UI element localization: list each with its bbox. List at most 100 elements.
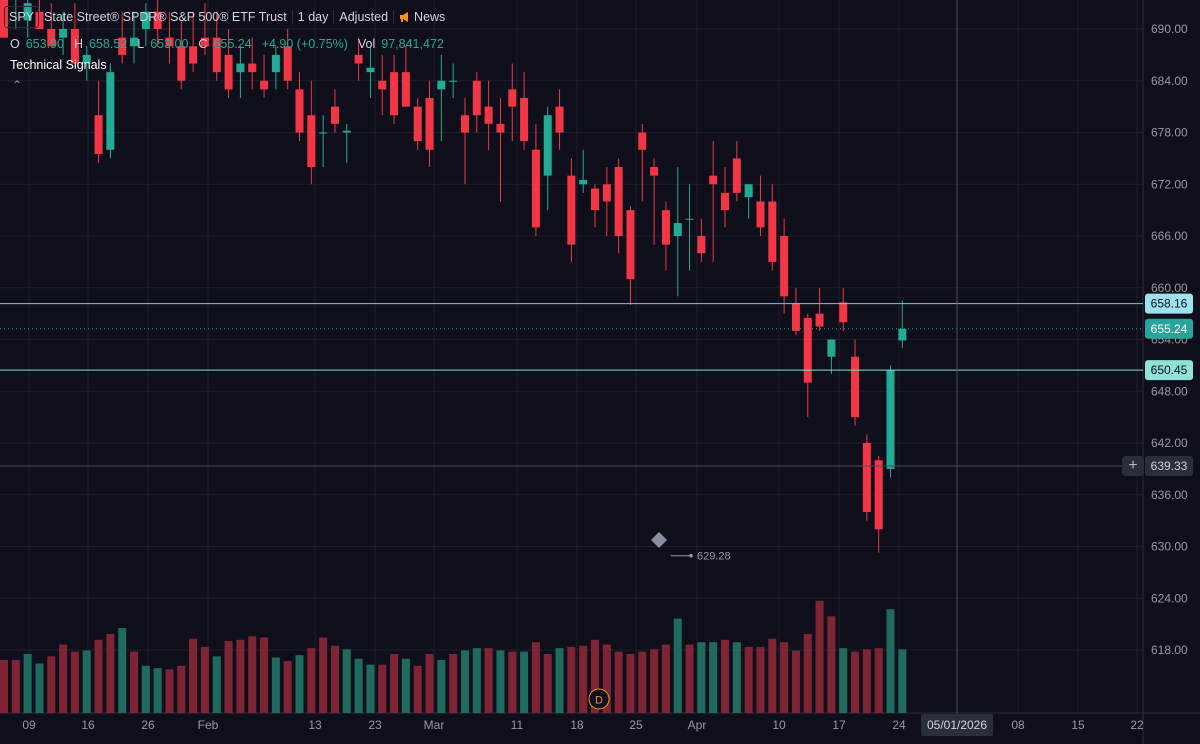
chevron-up-icon[interactable]: ⌃: [12, 78, 23, 92]
candle-body[interactable]: [508, 89, 517, 107]
candle-body[interactable]: [271, 54, 280, 73]
candle-body[interactable]: [815, 313, 824, 327]
candle-body[interactable]: [898, 328, 907, 341]
y-tick-label: 660.00: [1151, 281, 1188, 295]
candle-body[interactable]: [248, 63, 257, 73]
candle-body[interactable]: [851, 356, 860, 418]
candle-body[interactable]: [496, 123, 505, 133]
candle-body[interactable]: [626, 210, 635, 280]
close-value: 655.24: [213, 37, 252, 51]
candle-body[interactable]: [212, 37, 221, 73]
candle-body[interactable]: [236, 63, 245, 73]
candle-body[interactable]: [35, 11, 44, 29]
candle-body[interactable]: [531, 149, 540, 228]
candle-body[interactable]: [685, 218, 694, 220]
candle-body[interactable]: [307, 115, 316, 167]
candle-body[interactable]: [165, 37, 174, 47]
candle-body[interactable]: [602, 184, 611, 202]
interval-label[interactable]: 1 day: [297, 10, 329, 24]
candle-body[interactable]: [862, 443, 871, 512]
candle-body[interactable]: [283, 46, 292, 81]
candle-body[interactable]: [555, 106, 564, 133]
add-alert-button[interactable]: +: [1122, 456, 1144, 476]
symbol-ticker[interactable]: SPY: [4, 6, 40, 28]
candle-body[interactable]: [118, 37, 127, 55]
x-tick-label: 25: [629, 718, 643, 732]
candle-body[interactable]: [59, 29, 68, 38]
candle-body[interactable]: [460, 115, 469, 133]
candle-body[interactable]: [744, 184, 753, 198]
x-tick-label: 26: [141, 718, 155, 732]
indicator-label[interactable]: Technical Signals: [10, 58, 107, 72]
adjustment-label[interactable]: Adjusted: [339, 10, 389, 24]
diamond-marker[interactable]: [651, 532, 667, 548]
candle-body[interactable]: [378, 80, 387, 90]
candle-body[interactable]: [591, 188, 599, 211]
volume-value: 97,841,472: [381, 37, 444, 51]
candle-body[interactable]: [768, 201, 777, 262]
candle-body[interactable]: [791, 303, 800, 331]
candle-body[interactable]: [721, 192, 730, 211]
candle-body[interactable]: [839, 302, 848, 323]
news-button[interactable]: News: [394, 7, 450, 27]
candle-body[interactable]: [543, 115, 552, 176]
low-label: L: [137, 37, 145, 51]
candle-body[interactable]: [70, 29, 79, 64]
candle-body[interactable]: [106, 72, 115, 150]
candle-body[interactable]: [638, 132, 647, 150]
candle-body[interactable]: [425, 98, 434, 150]
volume-bar: [626, 654, 635, 713]
candle-body[interactable]: [153, 11, 162, 29]
candle-body[interactable]: [567, 175, 576, 245]
candle-body[interactable]: [673, 223, 682, 236]
candle-body[interactable]: [47, 29, 56, 47]
candle-body[interactable]: [650, 167, 659, 176]
candle-body[interactable]: [390, 72, 399, 116]
candle-body[interactable]: [342, 130, 351, 133]
volume-bar: [413, 665, 422, 713]
volume-bar: [827, 616, 836, 713]
candle-body[interactable]: [874, 460, 883, 530]
candle-body[interactable]: [803, 317, 812, 383]
candle-body[interactable]: [330, 106, 339, 124]
candle-body[interactable]: [520, 98, 529, 142]
low-annotation-dot: [689, 553, 693, 558]
candle-body[interactable]: [437, 80, 446, 90]
candle-body[interactable]: [23, 3, 32, 21]
candle-body[interactable]: [94, 115, 103, 155]
candle-body[interactable]: [189, 46, 198, 64]
candle-body[interactable]: [141, 11, 150, 29]
volume-bar: [661, 644, 670, 713]
candle-body[interactable]: [614, 167, 623, 236]
close-label: C: [198, 37, 208, 51]
candle-body[interactable]: [484, 106, 493, 124]
candle-body[interactable]: [780, 236, 789, 297]
candle-body[interactable]: [756, 201, 765, 228]
candle-body[interactable]: [697, 236, 706, 254]
candle-body[interactable]: [413, 106, 422, 142]
dividend-marker[interactable]: [588, 688, 610, 710]
candle-body[interactable]: [732, 158, 741, 193]
candle-body[interactable]: [260, 80, 269, 90]
candle-body[interactable]: [295, 89, 304, 133]
candle-body[interactable]: [130, 37, 139, 47]
candle-body[interactable]: [401, 72, 410, 107]
candle-body[interactable]: [177, 46, 186, 81]
candle-body[interactable]: [366, 67, 375, 73]
candle-body[interactable]: [472, 80, 481, 116]
candle-body[interactable]: [661, 210, 670, 245]
candle-body[interactable]: [886, 370, 895, 469]
volume-bar: [130, 651, 139, 713]
symbol-name[interactable]: State Street® SPDR® S&P 500® ETF Trust: [44, 10, 287, 24]
candle-body[interactable]: [449, 80, 458, 82]
candle-body[interactable]: [82, 54, 91, 64]
candle-body[interactable]: [827, 339, 836, 357]
candle-body[interactable]: [354, 54, 363, 64]
candle-body[interactable]: [224, 54, 233, 90]
candle-body[interactable]: [200, 37, 209, 47]
candle-body[interactable]: [319, 132, 328, 134]
volume-bar: [11, 659, 20, 713]
candle-body[interactable]: [709, 175, 718, 185]
candle-body[interactable]: [579, 179, 588, 185]
